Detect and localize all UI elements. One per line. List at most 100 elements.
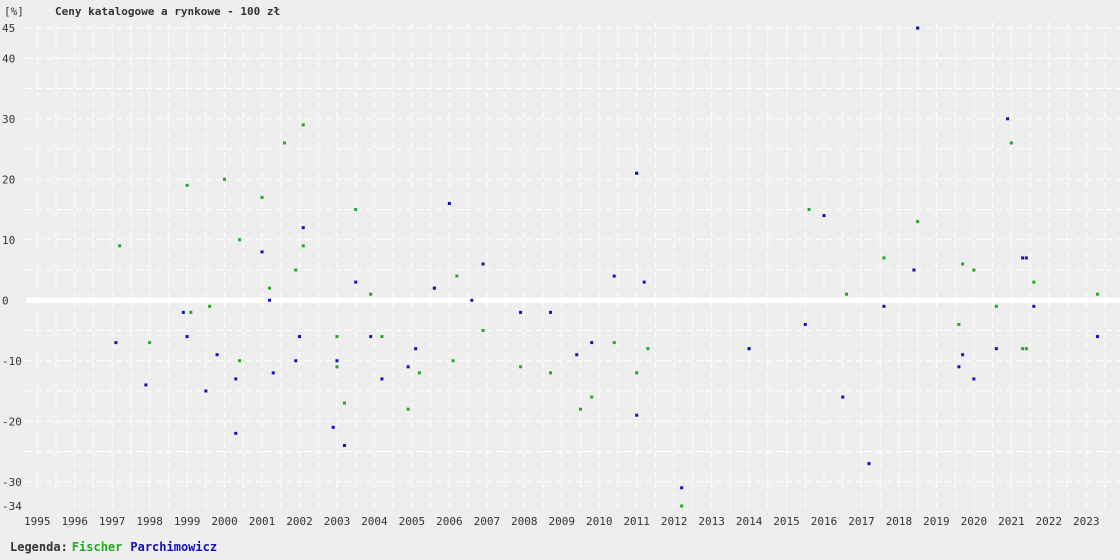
point-fischer: [301, 123, 305, 127]
x-tick-label: 2018: [886, 515, 913, 528]
point-fischer: [208, 304, 212, 308]
point-fischer: [1032, 280, 1036, 284]
point-parchimowicz: [635, 413, 639, 417]
point-parchimowicz: [294, 359, 298, 363]
x-tick-label: 2000: [211, 515, 238, 528]
point-fischer: [961, 262, 965, 266]
x-tick-label: 2013: [698, 515, 725, 528]
x-tick-label: 2014: [736, 515, 763, 528]
x-tick-label: 2019: [923, 515, 950, 528]
point-parchimowicz: [380, 377, 384, 381]
point-fischer: [972, 268, 976, 272]
point-fischer: [268, 286, 272, 290]
point-parchimowicz: [354, 280, 358, 284]
x-tick-label: 2008: [511, 515, 538, 528]
point-parchimowicz: [957, 365, 961, 369]
point-parchimowicz: [916, 26, 920, 30]
point-parchimowicz: [185, 335, 189, 339]
point-parchimowicz: [841, 395, 845, 399]
point-fischer: [451, 359, 455, 363]
point-parchimowicz: [972, 377, 976, 381]
point-parchimowicz: [1032, 304, 1036, 308]
point-fischer: [519, 365, 523, 369]
x-tick-label: 2012: [661, 515, 688, 528]
y-tick-label: 30: [2, 113, 15, 126]
point-parchimowicz: [181, 310, 185, 314]
y-axis-label: [%]: [4, 5, 24, 18]
y-tick-label: -10: [2, 355, 22, 368]
point-fischer: [680, 504, 684, 508]
point-fischer: [1021, 347, 1025, 351]
point-parchimowicz: [335, 359, 339, 363]
x-tick-label: 1999: [174, 515, 201, 528]
point-parchimowicz: [747, 347, 751, 351]
point-parchimowicz: [680, 486, 684, 490]
x-tick-label: 2002: [286, 515, 313, 528]
legend-item-parchimowicz: Parchimowicz: [130, 540, 218, 554]
x-tick-label: 2023: [1073, 515, 1100, 528]
x-tick-label: 2017: [848, 515, 875, 528]
x-tick-label: 2009: [549, 515, 576, 528]
point-fischer: [335, 335, 339, 339]
x-tick-label: 2015: [773, 515, 800, 528]
point-fischer: [916, 220, 920, 224]
y-tick-label: 40: [2, 52, 15, 65]
point-parchimowicz: [1096, 335, 1100, 339]
point-parchimowicz: [867, 462, 871, 466]
point-fischer: [342, 401, 346, 405]
point-fischer: [635, 371, 639, 375]
point-fischer: [118, 244, 122, 248]
x-tick-label: 2022: [1036, 515, 1063, 528]
legend-prefix: Legenda:: [10, 540, 68, 554]
point-parchimowicz: [994, 347, 998, 351]
point-parchimowicz: [114, 341, 118, 345]
point-parchimowicz: [406, 365, 410, 369]
x-tick-label: 2001: [249, 515, 276, 528]
point-parchimowicz: [481, 262, 485, 266]
grid-lines: [26, 22, 1120, 512]
point-parchimowicz: [470, 298, 474, 302]
point-fischer: [612, 341, 616, 345]
point-parchimowicz: [342, 443, 346, 447]
point-parchimowicz: [414, 347, 418, 351]
point-parchimowicz: [268, 298, 272, 302]
point-parchimowicz: [635, 171, 639, 175]
point-fischer: [590, 395, 594, 399]
point-fischer: [294, 268, 298, 272]
point-parchimowicz: [803, 322, 807, 326]
y-tick-label: 45: [2, 22, 15, 35]
point-fischer: [1024, 347, 1028, 351]
x-tick-label: 2005: [399, 515, 426, 528]
point-fischer: [578, 407, 582, 411]
point-parchimowicz: [912, 268, 916, 272]
point-parchimowicz: [575, 353, 579, 357]
point-fischer: [189, 310, 193, 314]
y-tick-label: -20: [2, 415, 22, 428]
point-fischer: [957, 322, 961, 326]
point-parchimowicz: [331, 425, 335, 429]
point-parchimowicz: [301, 226, 305, 230]
point-parchimowicz: [882, 304, 886, 308]
point-parchimowicz: [1024, 256, 1028, 260]
point-parchimowicz: [642, 280, 646, 284]
point-fischer: [845, 292, 848, 296]
point-parchimowicz: [1021, 256, 1025, 260]
x-tick-label: 2021: [998, 515, 1025, 528]
x-tick-label: 2004: [361, 515, 388, 528]
x-tick-label: 2020: [961, 515, 988, 528]
point-fischer: [238, 359, 242, 363]
point-fischer: [223, 177, 227, 181]
point-fischer: [807, 208, 811, 212]
y-tick-label: 10: [2, 234, 15, 247]
point-parchimowicz: [298, 335, 301, 339]
point-fischer: [646, 347, 650, 351]
point-parchimowicz: [822, 214, 826, 218]
x-tick-label: 1995: [24, 515, 51, 528]
y-tick-label: 20: [2, 173, 15, 186]
point-parchimowicz: [144, 383, 148, 387]
point-parchimowicz: [1006, 117, 1010, 121]
point-parchimowicz: [215, 353, 219, 357]
point-fischer: [354, 208, 358, 212]
point-parchimowicz: [590, 341, 594, 345]
point-parchimowicz: [549, 310, 553, 314]
